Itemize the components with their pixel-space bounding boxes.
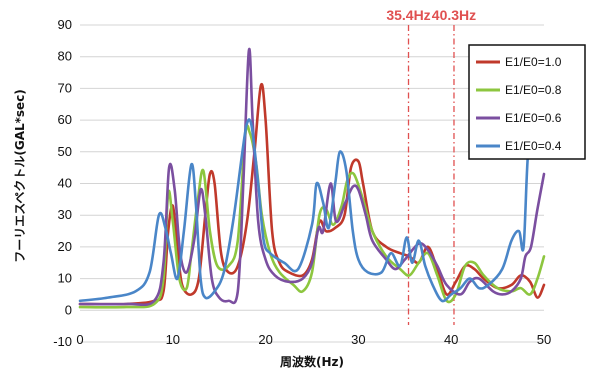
y-tick-label: 0: [65, 302, 72, 317]
legend-entry: E1/E0=0.8: [505, 83, 562, 97]
frequency-marker-label: 40.3Hz: [432, 7, 476, 23]
x-tick-label: 0: [76, 332, 83, 347]
series-layer: [78, 47, 546, 309]
x-tick-label: 20: [258, 332, 272, 347]
x-tick-label: 30: [351, 332, 365, 347]
x-axis-label: 周波数(Hz): [280, 354, 344, 369]
x-tick-label: 40: [444, 332, 458, 347]
legend-entry: E1/E0=1.0: [505, 55, 562, 69]
y-tick-label: 20: [58, 239, 72, 254]
grid-layer: [80, 24, 544, 343]
y-tick-label: -10: [53, 334, 72, 349]
y-tick-label: 70: [58, 80, 72, 95]
legend-entry: E1/E0=0.6: [505, 111, 562, 125]
y-tick-label: 10: [58, 271, 72, 286]
y-tick-label: 40: [58, 176, 72, 191]
y-tick-label: 80: [58, 49, 72, 64]
tick-label-layer: -10 0 10 20 30 40 50 60 70 80 90 0 10 20 30 40 50: [53, 17, 551, 349]
y-tick-label: 30: [58, 207, 72, 222]
legend-box: [468, 44, 586, 160]
x-tick-label: 10: [166, 332, 180, 347]
y-axis-label: フーリエスペクトル(GAL*sec): [13, 89, 27, 263]
annotation-layer: 35.4Hz 40.3Hz: [386, 7, 476, 325]
y-tick-label: 90: [58, 17, 72, 32]
series-line: [78, 118, 546, 303]
frequency-marker-label: 35.4Hz: [386, 7, 430, 23]
y-tick-label: 50: [58, 144, 72, 159]
y-tick-label: 60: [58, 112, 72, 127]
legend-entry: E1/E0=0.4: [505, 139, 562, 153]
legend: E1/E0=1.0 E1/E0=0.8 E1/E0=0.6 E1/E0=0.4: [468, 44, 586, 160]
x-tick-label: 50: [537, 332, 551, 347]
